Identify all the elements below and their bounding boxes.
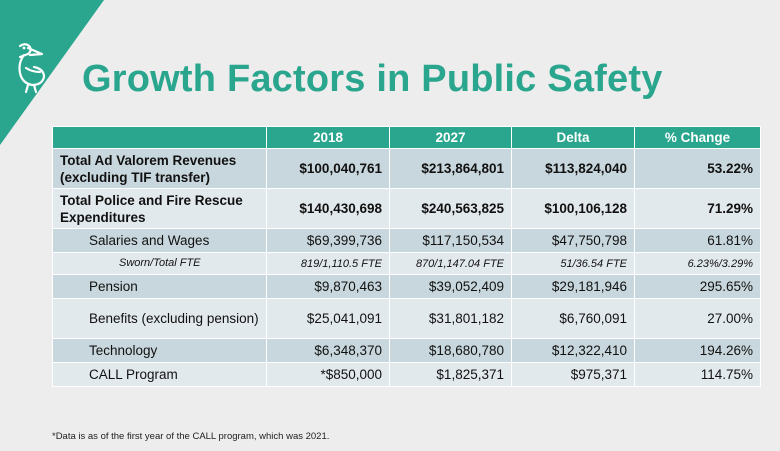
value-2018: $25,041,091 xyxy=(266,298,390,339)
value-pct: 194.26% xyxy=(634,338,761,363)
header-pct-change: % Change xyxy=(634,126,761,149)
row-label: Salaries and Wages xyxy=(52,228,267,253)
value-delta: 51/36.54 FTE xyxy=(511,252,635,275)
value-2027: $117,150,534 xyxy=(389,228,512,253)
value-pct: 295.65% xyxy=(634,274,761,299)
row-label: Pension xyxy=(52,274,267,299)
table-row: Benefits (excluding pension) $25,041,091… xyxy=(52,298,761,339)
row-label: CALL Program xyxy=(52,362,267,387)
value-2018: $6,348,370 xyxy=(266,338,390,363)
value-2027: $31,801,182 xyxy=(389,298,512,339)
value-pct: 114.75% xyxy=(634,362,761,387)
slide-title: Growth Factors in Public Safety xyxy=(82,58,663,100)
row-label: Sworn/Total FTE xyxy=(52,252,267,275)
value-2027: 870/1,147.04 FTE xyxy=(389,252,512,275)
footnote: *Data is as of the first year of the CAL… xyxy=(52,431,330,442)
value-delta: $100,106,128 xyxy=(511,188,635,229)
table-row: Technology $6,348,370 $18,680,780 $12,32… xyxy=(52,338,761,363)
value-pct: 6.23%/3.29% xyxy=(634,252,761,275)
value-2018: *$850,000 xyxy=(266,362,390,387)
value-delta: $47,750,798 xyxy=(511,228,635,253)
growth-factors-table: 2018 2027 Delta % Change Total Ad Valore… xyxy=(52,126,761,387)
table-header-row: 2018 2027 Delta % Change xyxy=(52,126,761,149)
value-pct: 71.29% xyxy=(634,188,761,229)
pelican-icon xyxy=(18,43,46,94)
value-2018: $69,399,736 xyxy=(266,228,390,253)
value-pct: 53.22% xyxy=(634,148,761,189)
value-delta: $29,181,946 xyxy=(511,274,635,299)
value-2027: $240,563,825 xyxy=(389,188,512,229)
row-label: Total Police and Fire Rescue Expenditure… xyxy=(52,188,267,229)
table-row: Salaries and Wages $69,399,736 $117,150,… xyxy=(52,228,761,253)
value-delta: $113,824,040 xyxy=(511,148,635,189)
header-blank xyxy=(52,126,267,149)
table-row: Sworn/Total FTE 819/1,110.5 FTE 870/1,14… xyxy=(52,252,761,275)
value-delta: $6,760,091 xyxy=(511,298,635,339)
row-label: Technology xyxy=(52,338,267,363)
value-pct: 61.81% xyxy=(634,228,761,253)
value-delta: $975,371 xyxy=(511,362,635,387)
value-2027: $18,680,780 xyxy=(389,338,512,363)
table-row: Total Police and Fire Rescue Expenditure… xyxy=(52,188,761,229)
value-2018: $140,430,698 xyxy=(266,188,390,229)
value-2027: $1,825,371 xyxy=(389,362,512,387)
value-2027: $39,052,409 xyxy=(389,274,512,299)
row-label: Benefits (excluding pension) xyxy=(52,298,267,339)
header-2027: 2027 xyxy=(389,126,512,149)
table-row: CALL Program *$850,000 $1,825,371 $975,3… xyxy=(52,362,761,387)
header-2018: 2018 xyxy=(266,126,390,149)
value-pct: 27.00% xyxy=(634,298,761,339)
value-2018: $100,040,761 xyxy=(266,148,390,189)
value-2027: $213,864,801 xyxy=(389,148,512,189)
value-delta: $12,322,410 xyxy=(511,338,635,363)
value-2018: $9,870,463 xyxy=(266,274,390,299)
value-2018: 819/1,110.5 FTE xyxy=(266,252,390,275)
table-row: Pension $9,870,463 $39,052,409 $29,181,9… xyxy=(52,274,761,299)
header-delta: Delta xyxy=(511,126,635,149)
table-row: Total Ad Valorem Revenues (excluding TIF… xyxy=(52,148,761,189)
row-label: Total Ad Valorem Revenues (excluding TIF… xyxy=(52,148,267,189)
